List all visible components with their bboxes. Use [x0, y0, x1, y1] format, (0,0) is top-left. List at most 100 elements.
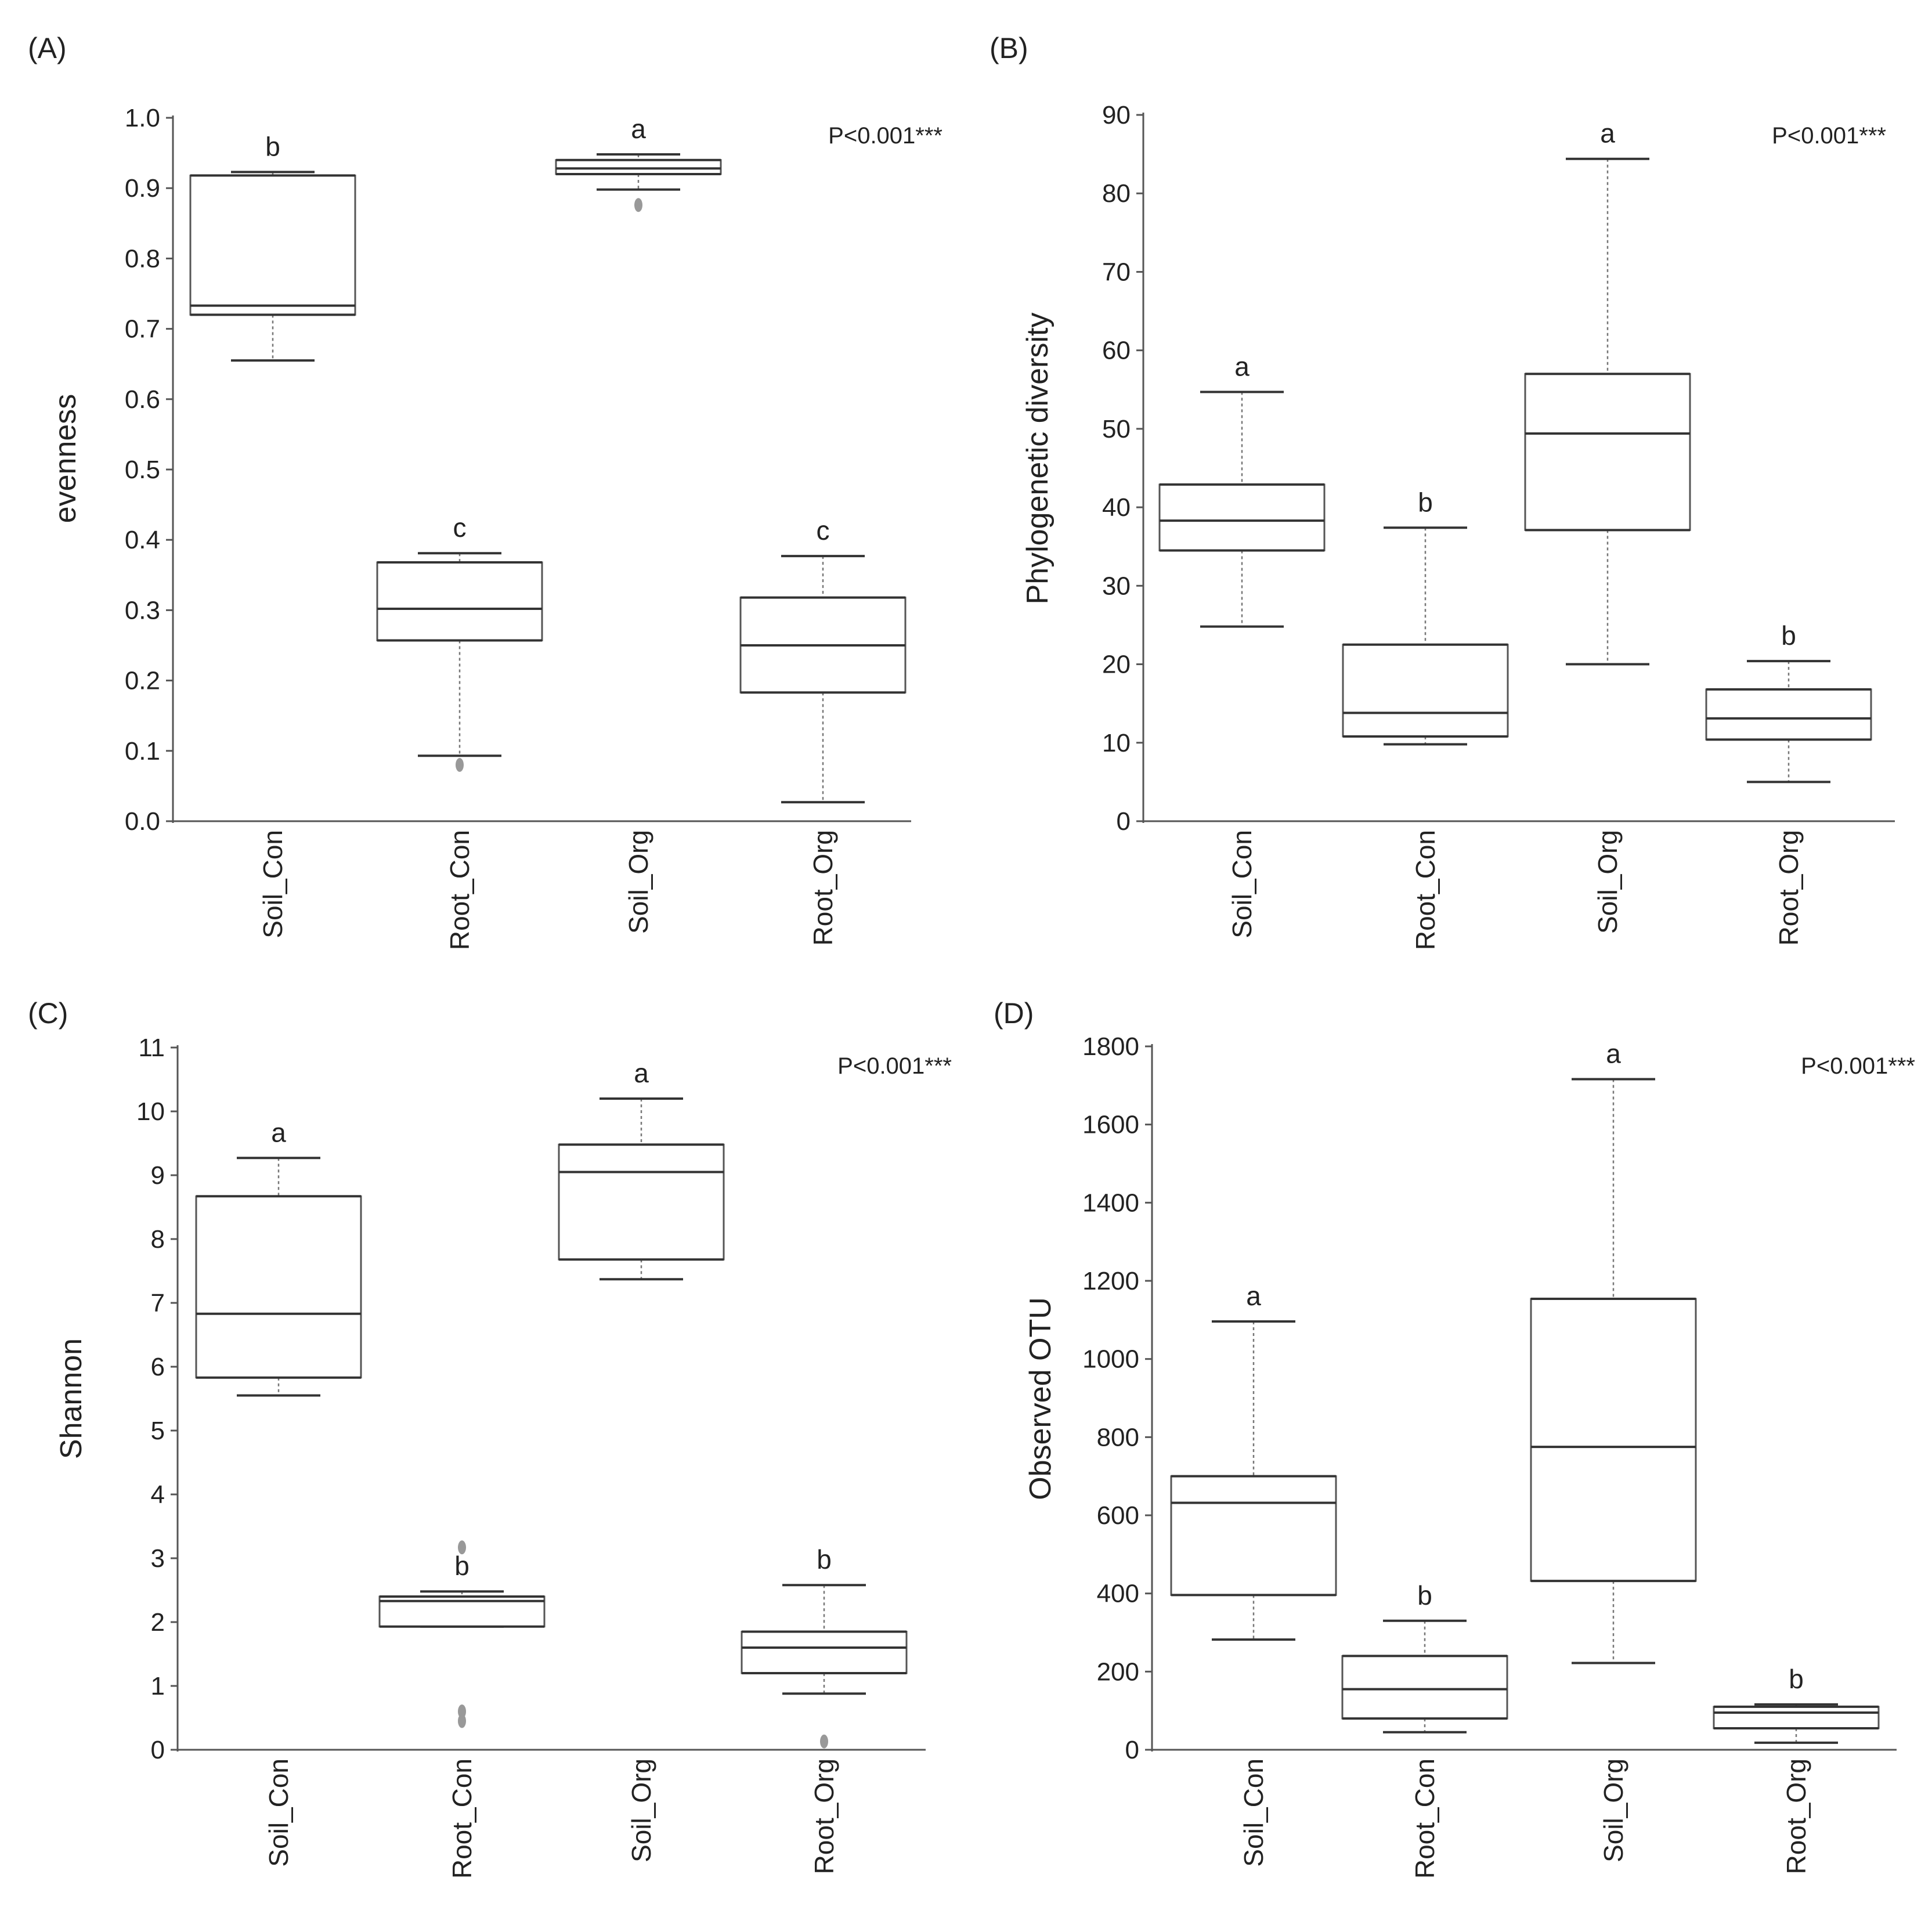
y-tick-label: 2 [151, 1608, 165, 1637]
significance-letter: c [453, 512, 467, 543]
iqr-box [1341, 1655, 1508, 1720]
significance-letter: b [1789, 1664, 1804, 1694]
box-soil-con: a [1158, 351, 1326, 628]
y-tick-label: 0 [1117, 807, 1131, 836]
p-value-annotation: P<0.001*** [1772, 123, 1886, 149]
y-tick-label: 50 [1102, 415, 1131, 443]
outlier-point [458, 1714, 466, 1728]
x-category-label: Root_Org [1781, 1758, 1811, 1874]
iqr-box [1158, 483, 1326, 551]
box-soil-org: a [1530, 1039, 1697, 1664]
y-tick-label: 1000 [1082, 1345, 1139, 1374]
x-category-label: Soil_Org [623, 830, 653, 934]
y-tick-label: 0.8 [125, 244, 160, 273]
y-tick-label: 9 [151, 1161, 165, 1190]
y-tick-label: 60 [1102, 337, 1131, 365]
x-category-label: Soil_Org [1598, 1758, 1628, 1862]
box-soil-org: a [558, 1058, 725, 1281]
x-category-label: Root_Con [1410, 1758, 1440, 1879]
y-tick-label: 80 [1102, 179, 1131, 208]
box-root-con: b [1341, 1580, 1508, 1734]
y-tick-label: 5 [151, 1417, 165, 1445]
significance-letter: b [1417, 1580, 1432, 1610]
y-tick-label: 10 [1102, 729, 1131, 757]
outlier-point [458, 1704, 466, 1718]
y-tick-label: 11 [138, 1034, 165, 1062]
iqr-box [558, 1143, 725, 1261]
y-tick-label: 0.3 [125, 596, 160, 624]
significance-letter: a [1606, 1039, 1621, 1069]
y-tick-label: 1800 [1082, 1032, 1139, 1061]
iqr-box [1713, 1706, 1880, 1729]
box-root-org: b [1713, 1664, 1880, 1744]
x-category-label: Root_Org [809, 1758, 839, 1874]
outlier-point [458, 1540, 466, 1555]
y-tick-label: 4 [151, 1480, 165, 1509]
iqr-box [1705, 688, 1872, 741]
y-tick-label: 7 [151, 1289, 165, 1317]
box-soil-con: a [1170, 1281, 1337, 1641]
y-tick-label: 1 [151, 1672, 165, 1700]
significance-letter: b [817, 1544, 832, 1574]
significance-letter: a [631, 114, 646, 144]
y-tick-label: 400 [1097, 1580, 1139, 1608]
x-category-label: Soil_Con [1227, 830, 1257, 938]
outlier-point [634, 198, 642, 212]
iqr-box [1342, 644, 1509, 738]
p-value-annotation: P<0.001*** [1801, 1053, 1915, 1079]
outlier-point [456, 758, 464, 772]
y-axis-title: Shannon [55, 1338, 88, 1459]
y-tick-label: 600 [1097, 1501, 1139, 1530]
y-tick-label: 70 [1102, 258, 1131, 286]
y-tick-label: 40 [1102, 493, 1131, 522]
panel-b: (B) 0 10 20 30 40 50 60 70 80 90 Phylogenetic diver… [990, 32, 1895, 950]
significance-letter: a [1600, 118, 1615, 149]
box-root-con: b [378, 1540, 546, 1728]
significance-letter: b [1418, 487, 1433, 517]
iqr-box [189, 174, 356, 316]
y-tick-label: 20 [1102, 651, 1131, 679]
y-tick-label: 0.6 [125, 385, 160, 414]
y-tick-label: 90 [1102, 101, 1131, 129]
panel-d: (D) 0 200 400 600 800 1000 1200 1400 1600 1800 Obse… [994, 997, 1915, 1879]
panel-label: (D) [994, 997, 1034, 1030]
x-category-label: Root_Con [445, 830, 475, 950]
iqr-box [1524, 373, 1691, 531]
box-root-org: b [1705, 620, 1872, 783]
significance-letter: b [454, 1551, 470, 1581]
box-soil-org: a [1524, 118, 1691, 666]
y-tick-label: 0.7 [125, 315, 160, 344]
y-tick-label: 800 [1097, 1423, 1139, 1451]
panel-c: (C) 0 1 2 3 4 5 6 7 8 9 10 11 Shannon P<0.001*** a Soil_… [28, 997, 952, 1879]
significance-letter: b [265, 131, 280, 161]
y-tick-label: 1600 [1082, 1111, 1139, 1139]
x-category-label: Root_Org [1774, 830, 1804, 945]
y-tick-label: 3 [151, 1544, 165, 1573]
y-tick-label: 6 [151, 1353, 165, 1381]
iqr-box [195, 1195, 362, 1379]
box-soil-con: a [195, 1117, 362, 1397]
panel-label: (C) [28, 997, 68, 1030]
y-tick-label: 200 [1097, 1657, 1139, 1686]
x-category-label: Soil_Con [1238, 1758, 1269, 1867]
iqr-box [1170, 1475, 1337, 1596]
x-category-label: Root_Org [808, 830, 838, 945]
x-category-label: Soil_Con [258, 830, 288, 938]
box-root-org: b [741, 1544, 908, 1749]
y-tick-label: 0.4 [125, 526, 160, 554]
box-soil-org: a [555, 114, 722, 212]
x-category-label: Root_Con [1410, 830, 1440, 950]
y-tick-label: 0 [151, 1736, 165, 1764]
y-tick-label: 0.5 [125, 456, 160, 484]
y-tick-label: 1200 [1082, 1267, 1139, 1295]
y-tick-label: 0.9 [125, 174, 160, 203]
y-axis-title: Phylogenetic diversity [1021, 313, 1055, 605]
y-tick-label: 0.0 [125, 807, 160, 836]
y-axis-title: evenness [49, 394, 82, 523]
significance-letter: a [271, 1117, 286, 1147]
y-axis-title: Observed OTU [1024, 1297, 1057, 1500]
significance-letter: a [1246, 1281, 1261, 1311]
panel-label: (A) [28, 32, 67, 64]
significance-letter: b [1781, 620, 1796, 651]
